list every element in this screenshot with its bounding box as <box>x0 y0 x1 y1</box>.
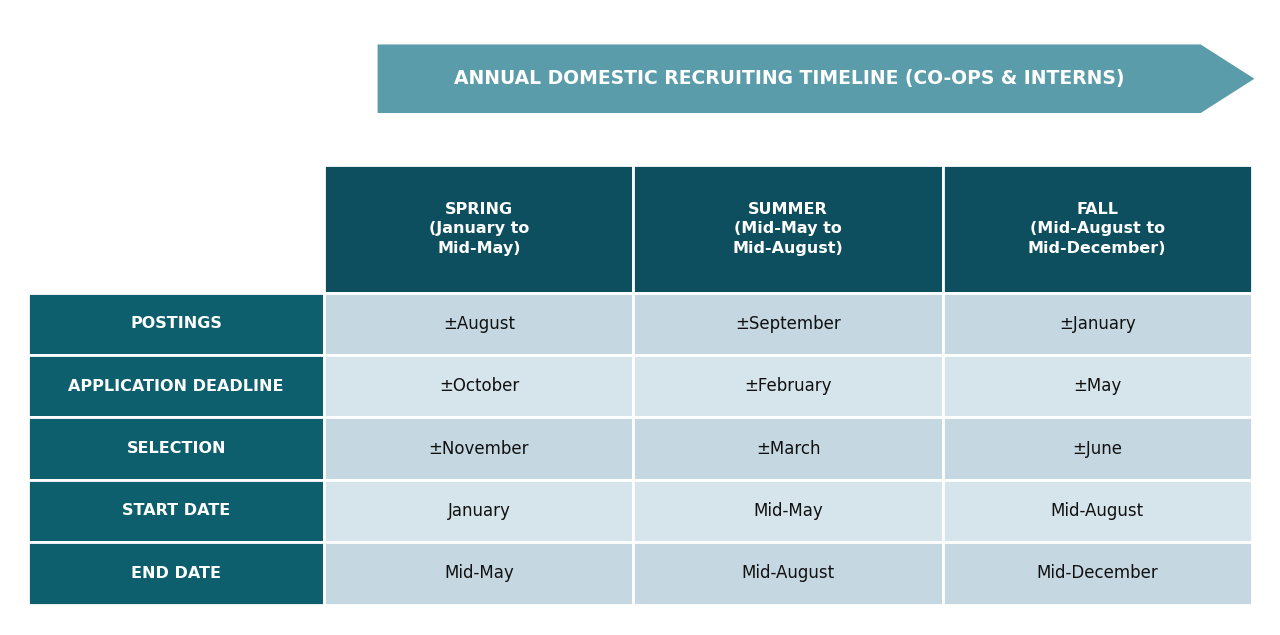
Text: ±September: ±September <box>735 315 841 333</box>
Text: SPRING
(January to
Mid-May): SPRING (January to Mid-May) <box>429 202 529 255</box>
Text: ±August: ±August <box>443 315 515 333</box>
Text: ±March: ±March <box>755 439 820 458</box>
Text: ±November: ±November <box>429 439 529 458</box>
Text: ±February: ±February <box>744 377 832 395</box>
Text: FALL
(Mid-August to
Mid-December): FALL (Mid-August to Mid-December) <box>1028 202 1166 255</box>
Text: Mid-December: Mid-December <box>1037 565 1158 582</box>
Text: Mid-May: Mid-May <box>753 502 823 520</box>
Text: January: January <box>448 502 511 520</box>
Text: ±May: ±May <box>1073 377 1121 395</box>
Text: ANNUAL DOMESTIC RECRUITING TIMELINE (CO-OPS & INTERNS): ANNUAL DOMESTIC RECRUITING TIMELINE (CO-… <box>454 69 1124 88</box>
Text: Mid-May: Mid-May <box>444 565 513 582</box>
Text: ±January: ±January <box>1059 315 1135 333</box>
Text: ±October: ±October <box>439 377 518 395</box>
Text: POSTINGS: POSTINGS <box>131 316 223 331</box>
Text: APPLICATION DEADLINE: APPLICATION DEADLINE <box>68 378 284 394</box>
Text: START DATE: START DATE <box>122 504 230 518</box>
Text: END DATE: END DATE <box>132 566 221 581</box>
Text: Mid-August: Mid-August <box>1051 502 1144 520</box>
Text: Mid-August: Mid-August <box>741 565 835 582</box>
Text: SUMMER
(Mid-May to
Mid-August): SUMMER (Mid-May to Mid-August) <box>732 202 844 255</box>
Text: ±June: ±June <box>1073 439 1123 458</box>
Text: SELECTION: SELECTION <box>127 441 227 456</box>
